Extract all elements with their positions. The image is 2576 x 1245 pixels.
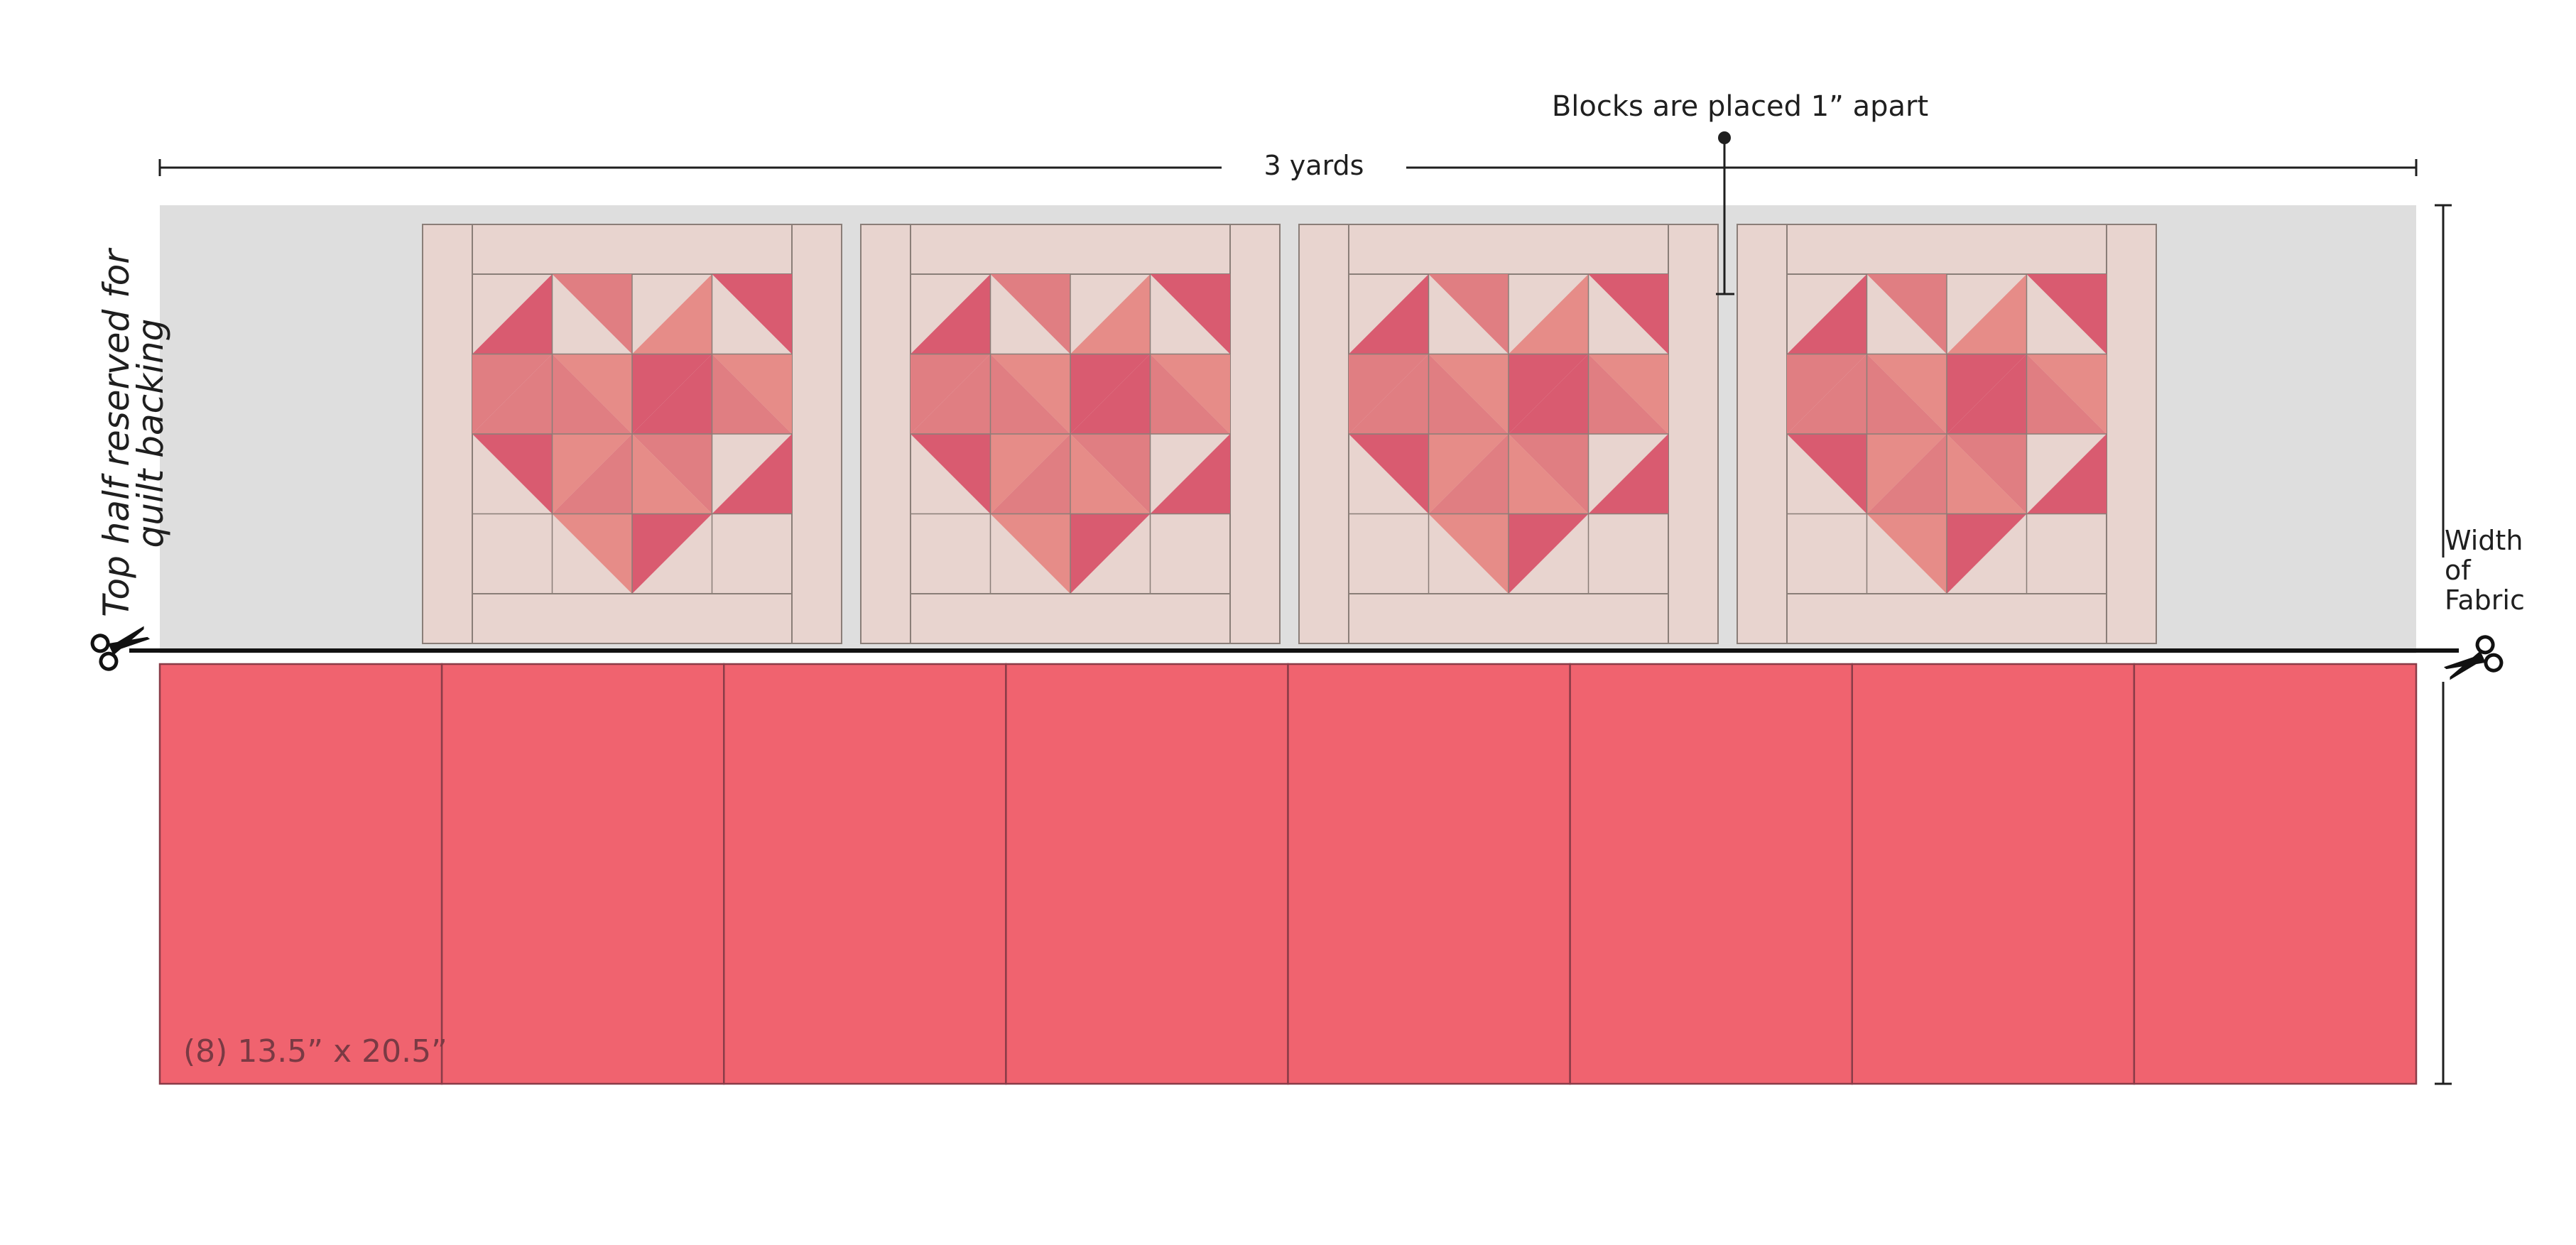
heart-triangle [990, 274, 1070, 354]
heart-triangle [911, 354, 991, 434]
heart-triangle [712, 274, 792, 354]
heart-triangle [1947, 274, 2027, 354]
heart-triangle [1588, 434, 1668, 514]
reserved-line-2: quilt backing [130, 318, 171, 548]
heart-triangle [1947, 354, 2027, 434]
heart-triangle [1150, 354, 1230, 434]
cut-panel [1851, 663, 2136, 1085]
cut-panel [1287, 663, 1571, 1085]
quilt-block [1298, 224, 1719, 644]
heart-triangle [552, 434, 632, 514]
heart-triangle [632, 274, 712, 354]
cut-panel [2133, 663, 2418, 1085]
heart-triangle [1070, 274, 1151, 354]
heart-triangle [1509, 274, 1589, 354]
heart-triangle [1428, 434, 1509, 514]
heart-triangle [1509, 513, 1589, 594]
heart-triangle [1070, 434, 1151, 514]
heart-triangle [1428, 354, 1509, 434]
heart-triangle [1866, 513, 1947, 594]
cut-panel [158, 663, 443, 1085]
heart-triangle [1070, 354, 1151, 434]
quilt-block [422, 224, 842, 644]
quilt-block [860, 224, 1281, 644]
quilt-block [1737, 224, 2157, 644]
heart-triangle [1588, 274, 1668, 354]
heart-triangle [552, 513, 632, 594]
heart-triangle [1866, 434, 1947, 514]
heart-triangle [2026, 354, 2107, 434]
heart-triangle [472, 434, 553, 514]
reserved-backing-label: Top half reserved for quilt backing [96, 213, 171, 653]
heart-triangle [1947, 513, 2027, 594]
heart-triangle [712, 434, 792, 514]
heart-triangle [1509, 434, 1589, 514]
heart-pattern [472, 274, 792, 594]
heart-triangle [632, 354, 712, 434]
wof-line-1: Width [2445, 525, 2523, 556]
cut-panel [440, 663, 725, 1085]
heart-triangle [632, 434, 712, 514]
cut-panel [1005, 663, 1289, 1085]
heart-triangle [1150, 434, 1230, 514]
wof-line-2: of [2445, 555, 2471, 586]
heart-triangle [632, 513, 712, 594]
cut-panel [1569, 663, 1853, 1085]
heart-triangle [1070, 513, 1151, 594]
heart-triangle [1866, 354, 1947, 434]
heart-triangle [1787, 274, 1867, 354]
width-of-fabric-label: Width of Fabric [2445, 526, 2565, 615]
width-dimension-line [2435, 204, 2452, 1085]
reserved-line-1: Top half reserved for [96, 249, 137, 617]
cut-size-label: (8) 13.5” x 20.5” [183, 1033, 447, 1070]
heart-triangle [1787, 434, 1867, 514]
heart-triangle [2026, 434, 2107, 514]
heart-triangle [990, 434, 1070, 514]
heart-triangle [1787, 354, 1867, 434]
heart-triangle [1349, 434, 1429, 514]
heart-triangle [552, 274, 632, 354]
wof-line-3: Fabric [2445, 585, 2525, 616]
heart-triangle [1947, 434, 2027, 514]
fabric-length-label: 3 yards [1222, 149, 1406, 182]
heart-triangle [1588, 354, 1668, 434]
heart-triangle [1349, 274, 1429, 354]
heart-triangle [1150, 274, 1230, 354]
heart-triangle [472, 274, 553, 354]
heart-triangle [990, 354, 1070, 434]
heart-triangle [911, 434, 991, 514]
cut-panel [723, 663, 1007, 1085]
heart-triangle [990, 513, 1070, 594]
heart-triangle [472, 354, 553, 434]
heart-pattern [1787, 274, 2107, 594]
spacing-callout [1716, 131, 1734, 295]
heart-triangle [1428, 513, 1509, 594]
heart-triangle [1428, 274, 1509, 354]
heart-pattern [1349, 274, 1668, 594]
heart-pattern [911, 274, 1230, 594]
heart-triangle [552, 354, 632, 434]
cut-panels [158, 663, 2418, 1085]
heart-triangle [1866, 274, 1947, 354]
heart-triangle [1349, 354, 1429, 434]
heart-triangle [911, 274, 991, 354]
block-spacing-label: Blocks are placed 1” apart [1551, 90, 1929, 123]
quilt-blocks [422, 224, 2157, 644]
heart-triangle [1509, 354, 1589, 434]
heart-triangle [2026, 274, 2107, 354]
heart-triangle [712, 354, 792, 434]
scissors-icon [2443, 635, 2504, 680]
scissors-icon [90, 626, 151, 671]
